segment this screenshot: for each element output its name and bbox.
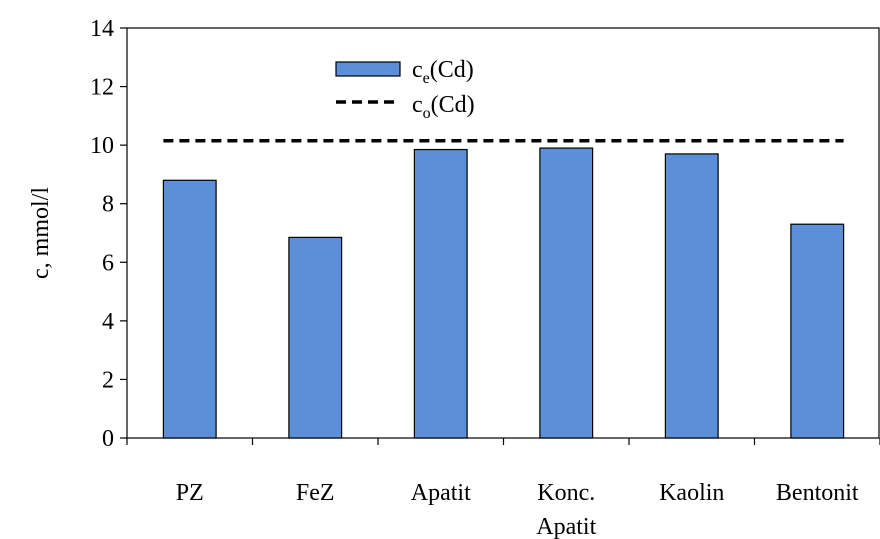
- x-category-label: Bentonit: [776, 480, 859, 506]
- legend-label-subscript: e: [423, 70, 430, 87]
- y-axis-title: c, mmol/l: [28, 187, 54, 279]
- bar: [664, 153, 719, 439]
- y-tick-label: 14: [90, 16, 114, 42]
- legend-label-base: c: [412, 92, 423, 118]
- x-category-label: Apatit: [536, 514, 596, 539]
- bar: [288, 236, 343, 439]
- y-tick-label: 2: [102, 367, 114, 393]
- x-category-label: Konc.: [537, 480, 595, 506]
- y-tick-label: 8: [102, 192, 114, 218]
- y-tick-label: 6: [102, 250, 114, 276]
- y-tick-label: 4: [102, 309, 114, 335]
- x-category-label: FeZ: [296, 480, 335, 506]
- y-tick-label: 0: [102, 426, 114, 452]
- legend-label-base: c: [412, 57, 423, 83]
- y-tick-label: 10: [90, 133, 114, 159]
- legend: ce(Cd)co(Cd): [335, 57, 475, 122]
- bar: [539, 147, 594, 439]
- legend-label: co(Cd): [412, 92, 475, 122]
- y-tick-label: 12: [90, 75, 114, 101]
- plot-border: [126, 27, 880, 439]
- legend-label-suffix: (Cd): [431, 92, 475, 118]
- x-axis: PZ FeZ Apatit Konc. Apatit Kaolin Bentonit: [126, 438, 880, 539]
- bar: [413, 148, 468, 439]
- legend-label: ce(Cd): [412, 57, 474, 87]
- bar-series: [162, 147, 845, 439]
- x-category-label: Apatit: [411, 480, 471, 506]
- plot-frame: [126, 27, 880, 439]
- legend-swatch-bar: [335, 61, 401, 77]
- y-axis: 0 2 4 6 8 10 12 14: [90, 16, 127, 452]
- legend-label-suffix: (Cd): [430, 57, 474, 83]
- legend-label-subscript: o: [423, 105, 431, 122]
- bar: [790, 223, 845, 439]
- bar: [162, 179, 217, 439]
- x-category-label: Kaolin: [659, 480, 724, 506]
- x-category-label: PZ: [176, 480, 204, 506]
